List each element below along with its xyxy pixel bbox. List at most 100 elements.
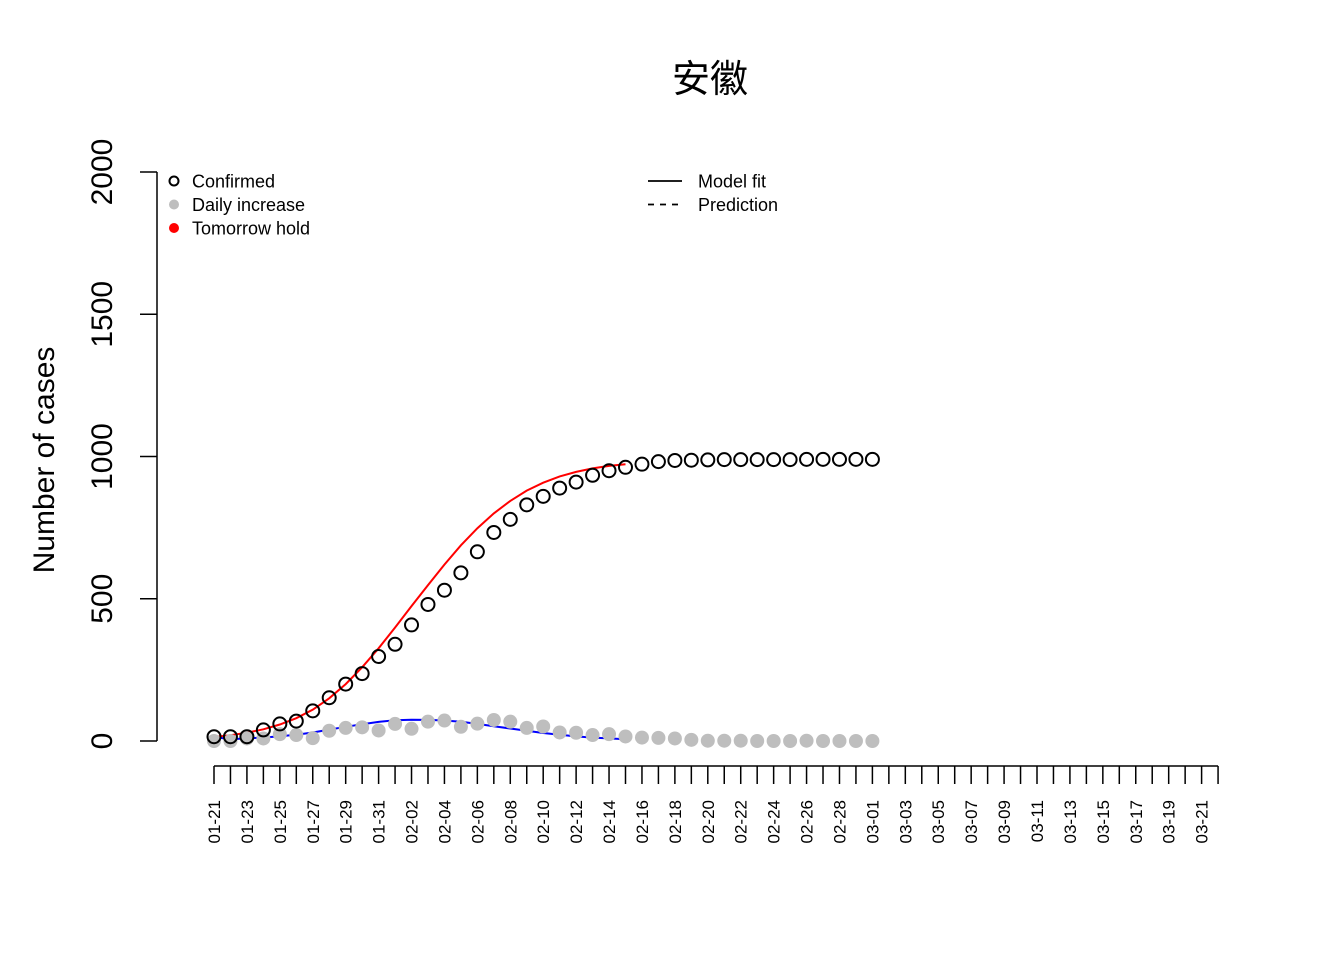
legend-label: Prediction [698, 195, 778, 215]
x-tick-label: 02-24 [765, 800, 784, 843]
x-tick-label: 02-28 [830, 800, 849, 843]
y-axis-label: Number of cases [28, 347, 61, 574]
daily-increase-point [816, 734, 831, 748]
daily-increase-point [848, 734, 863, 748]
x-tick-label: 03-07 [962, 800, 981, 843]
x-tick-label: 03-01 [863, 800, 882, 843]
x-tick-label: 02-10 [534, 800, 553, 843]
confirmed-point [864, 451, 880, 467]
legend-marker-confirmed [168, 175, 180, 187]
x-tick-label: 03-19 [1160, 800, 1179, 843]
confirmed-point [486, 524, 502, 540]
confirmed-point [716, 452, 732, 468]
confirmed-point [568, 474, 584, 490]
daily-increase-point [865, 734, 880, 748]
confirmed-point [387, 636, 403, 652]
x-tick-label: 02-06 [468, 800, 487, 843]
legend-label: Model fit [698, 172, 766, 192]
legend-label: Confirmed [192, 172, 275, 192]
confirmed-point [305, 703, 321, 719]
confirmed-point [683, 452, 699, 468]
x-tick-label: 02-22 [732, 800, 751, 843]
x-tick-label: 03-21 [1193, 800, 1212, 843]
confirmed-point [782, 452, 798, 468]
x-tick-label: 01-21 [205, 800, 224, 843]
plot-points [206, 451, 880, 748]
x-tick-label: 02-08 [501, 800, 520, 843]
x-axis: 01-21 01-23 01-25 01-27 01-29 01-31 02-02 02-04… [205, 765, 1219, 843]
x-tick-label: 02-02 [403, 800, 422, 843]
y-axis: 0 500 1000 1500 2000 [86, 139, 158, 750]
x-tick-label: 02-18 [666, 800, 685, 843]
confirmed-point [799, 451, 815, 467]
confirmed-point [815, 451, 831, 467]
x-tick-label: 01-27 [304, 800, 323, 843]
y-tick-label: 500 [86, 574, 119, 624]
daily-increase-point [420, 714, 435, 729]
confirmed-point [618, 459, 633, 475]
daily-increase-point [552, 725, 567, 740]
daily-increase-point [618, 729, 633, 744]
x-tick-label: 02-16 [633, 800, 652, 843]
daily-increase-point [338, 720, 353, 735]
legend-right: Model fit Prediction [648, 172, 778, 215]
y-tick-label: 0 [86, 733, 119, 750]
x-tick-label: 03-11 [1028, 800, 1047, 842]
confirmed-point [404, 617, 420, 633]
confirmed-point [469, 544, 485, 560]
confirmed-point [766, 452, 782, 468]
daily-increase-point [585, 728, 600, 743]
daily-increase-point [700, 733, 715, 748]
x-tick-label: 01-29 [337, 800, 356, 843]
daily-increase-point [832, 734, 847, 748]
daily-increase-point [684, 732, 699, 747]
legend-left: Confirmed Daily increase Tomorrow hold [168, 172, 310, 239]
confirmed-point [436, 582, 452, 598]
confirmed-point [733, 452, 749, 468]
daily-increase-point [602, 727, 617, 742]
daily-increase-point [289, 728, 304, 743]
chart-title: 安徽 [672, 57, 748, 101]
daily-increase-point [667, 731, 682, 746]
confirmed-point [453, 565, 469, 581]
x-tick-label: 01-31 [370, 800, 389, 843]
daily-increase-point [634, 730, 649, 745]
confirmed-point [848, 451, 864, 467]
x-tick-label: 01-25 [271, 800, 290, 843]
confirmed-point [650, 454, 666, 470]
confirmed-point [667, 452, 683, 468]
confirmed-point [420, 596, 436, 612]
daily-increase-point [388, 716, 403, 731]
confirmed-point [338, 676, 354, 692]
x-tick-label: 01-23 [238, 800, 257, 843]
daily-increase-point [569, 725, 584, 740]
y-tick-label: 2000 [86, 139, 119, 206]
model-fit-confirmed-line [213, 463, 626, 738]
confirmed-point [206, 729, 222, 745]
confirmed-point [749, 452, 765, 468]
y-tick-label: 1000 [86, 423, 119, 490]
confirmed-point [272, 716, 288, 732]
x-tick-label: 03-15 [1094, 800, 1113, 843]
x-tick-label: 03-05 [929, 800, 948, 843]
daily-increase-point [799, 733, 814, 748]
daily-increase-point [503, 714, 518, 729]
daily-increase-point [207, 734, 221, 748]
daily-increase-point [783, 734, 798, 748]
daily-increase-point [355, 720, 370, 735]
confirmed-point [535, 488, 551, 504]
x-tick-label: 03-03 [896, 800, 915, 843]
daily-increase-point [651, 730, 666, 745]
confirmed-point [371, 649, 387, 665]
x-tick-label: 03-13 [1061, 800, 1080, 843]
x-tick-label: 03-09 [995, 800, 1014, 843]
confirmed-point [222, 729, 238, 745]
daily-increase-point [305, 731, 320, 746]
daily-increase-point [486, 712, 501, 727]
daily-increase-point [437, 713, 452, 728]
confirmed-point [354, 666, 370, 682]
confirmed-point [585, 467, 601, 483]
x-tick-label: 02-20 [699, 800, 718, 843]
